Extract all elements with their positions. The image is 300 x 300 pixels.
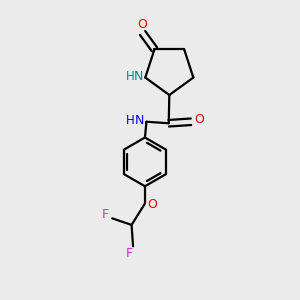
Text: H: H bbox=[125, 70, 134, 83]
Text: N: N bbox=[134, 70, 143, 83]
Text: O: O bbox=[194, 113, 204, 126]
Text: H: H bbox=[126, 114, 134, 128]
Text: F: F bbox=[102, 208, 109, 221]
Text: O: O bbox=[138, 17, 148, 31]
Text: N: N bbox=[135, 114, 144, 128]
Text: F: F bbox=[126, 247, 133, 260]
Text: O: O bbox=[147, 199, 157, 212]
